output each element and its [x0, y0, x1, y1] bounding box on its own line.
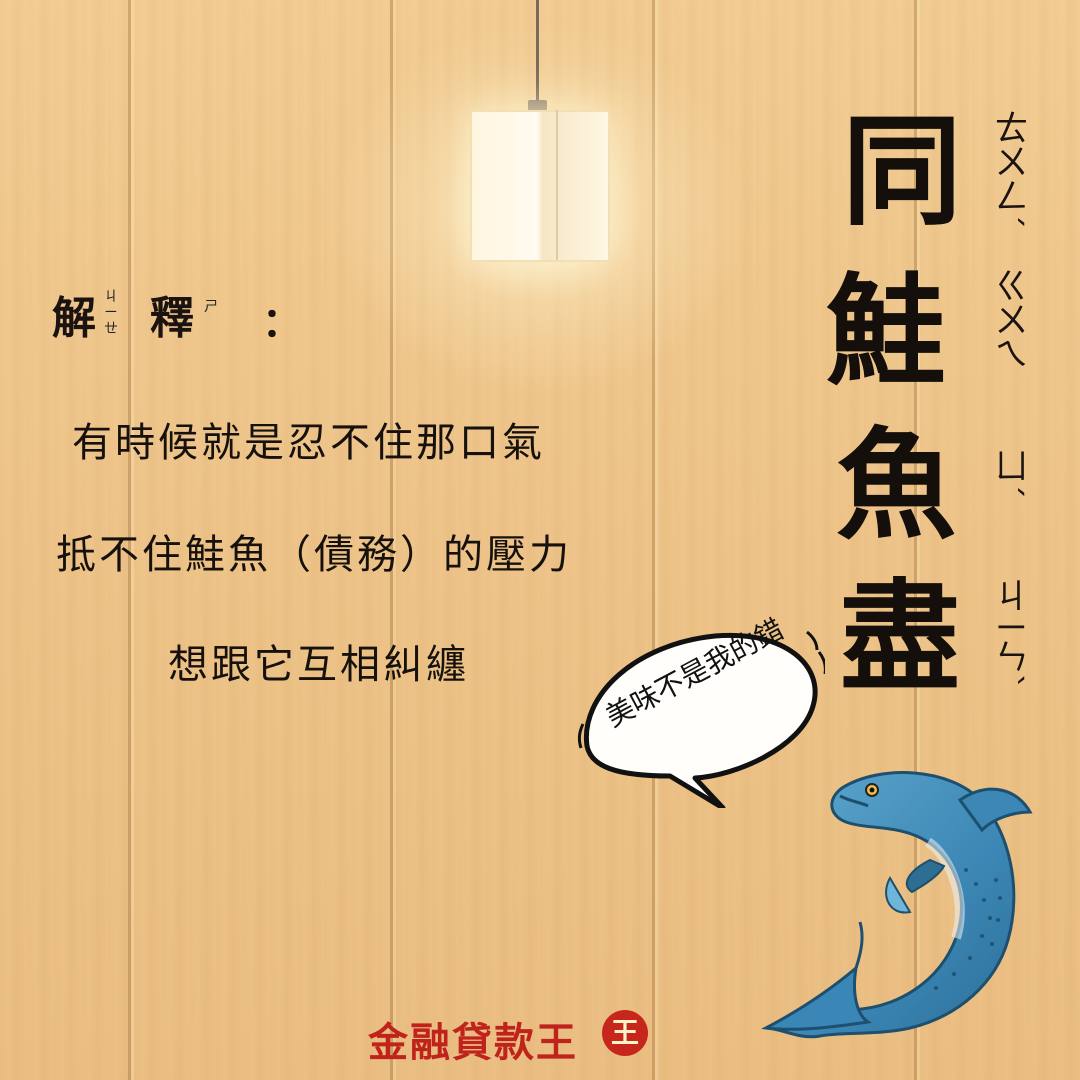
lamp-cap [528, 100, 547, 112]
explanation-zhuyin: ㄝ [104, 321, 118, 337]
body-line-3: 想跟它互相糾纏 [168, 642, 469, 688]
explanation-colon: ： [262, 300, 302, 346]
body-line-2: 抵不住鮭魚（債務）的壓力 [56, 532, 572, 578]
body-line-1: 有時候就是忍不住那口氣 [72, 420, 545, 466]
title-zhuyin-2: ㄍㄨㄟ [988, 268, 1028, 370]
explanation-zhuyin: ㄧ [104, 305, 118, 321]
title-char-4: 盡 [840, 567, 960, 708]
title-zhuyin-1: ㄊㄨㄥˊ [988, 110, 1028, 229]
title-char-1: 同 [842, 101, 962, 242]
lamp-cord [536, 0, 539, 104]
pendant-lamp-icon [470, 110, 610, 262]
explanation-zhuyin: ㄐ [104, 289, 118, 305]
lamp-shade-edge [556, 110, 558, 260]
title-zhuyin-4: ㄐㄧㄣˋ [988, 578, 1028, 691]
explanation-label-char2: 釋 [150, 293, 194, 344]
explanation-label-char1: 解 [52, 293, 96, 344]
salmon-illustration [761, 771, 1033, 1039]
speech-bubble-icon [577, 630, 825, 808]
explanation-zhuyin: ㄕ [204, 299, 218, 315]
title-char-3: 魚 [836, 415, 956, 556]
brand-name: 金融貸款王 [368, 1019, 578, 1066]
title-char-2: 鮭 [826, 261, 946, 402]
brand-badge-icon: 王 [602, 1010, 648, 1056]
title-zhuyin-3: ㄩˊ [988, 448, 1028, 499]
